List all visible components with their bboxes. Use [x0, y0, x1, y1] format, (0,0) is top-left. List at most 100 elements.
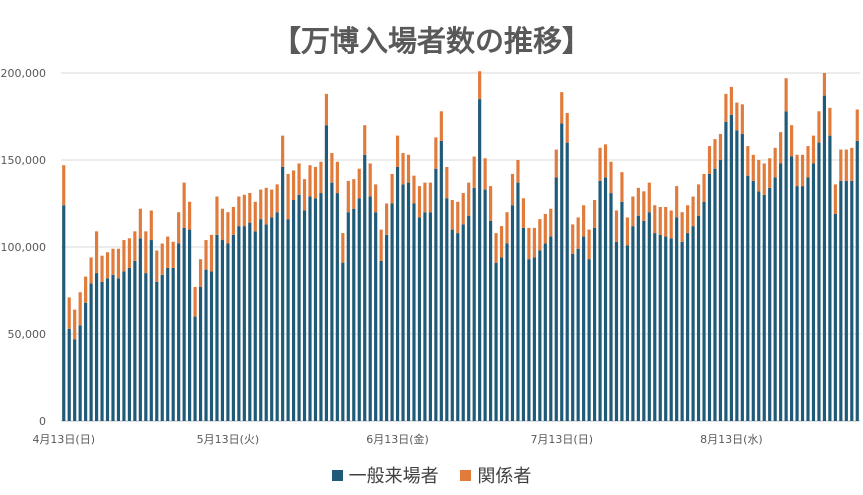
bar-general [784, 111, 788, 421]
bar-staff [822, 73, 827, 96]
bar-staff [696, 184, 701, 216]
bar-general [330, 182, 334, 421]
bar-staff [850, 147, 854, 181]
bar-general [100, 281, 104, 421]
bar-staff [735, 102, 739, 131]
bar-general [84, 302, 88, 421]
bar-general [489, 220, 493, 421]
bar-general [582, 236, 586, 421]
bar-general [576, 248, 580, 421]
bar-staff [571, 224, 575, 254]
bar-staff [784, 78, 788, 112]
bar-general [686, 233, 690, 421]
bar-staff [434, 137, 438, 169]
bar-staff [543, 213, 547, 244]
legend: 一般来場者 関係者 [0, 462, 863, 488]
bar-staff [248, 193, 252, 223]
bar-staff [800, 154, 805, 187]
bar-general [253, 231, 257, 421]
bar-general [133, 260, 137, 421]
bar-staff [521, 198, 526, 228]
bar-staff [724, 93, 728, 122]
bar-staff [844, 149, 848, 181]
x-tick-label: 6月13日(金) [366, 432, 429, 446]
bar-staff [242, 194, 246, 227]
bar-staff [352, 179, 356, 209]
bar-general [757, 191, 761, 421]
bar-staff [330, 153, 334, 183]
bar-general [516, 182, 520, 421]
bar-staff [795, 154, 799, 187]
bar-general [324, 125, 329, 421]
bar-general [658, 234, 662, 421]
bar-staff [138, 208, 142, 239]
bar-general [450, 229, 454, 421]
bar-staff [144, 231, 148, 274]
bar-general [445, 198, 449, 421]
bar-staff [160, 243, 164, 275]
bar-general [560, 123, 564, 422]
bar-general [193, 316, 197, 421]
bar-general [281, 166, 285, 421]
bar-staff [576, 217, 580, 249]
bar-staff [357, 168, 361, 199]
bar-general [532, 257, 536, 421]
bar-staff [505, 212, 509, 244]
bar-general [395, 166, 400, 421]
bar-staff [78, 292, 82, 326]
bar-general [510, 205, 515, 421]
bar-general [642, 220, 646, 421]
bar-general [472, 187, 476, 421]
bar-staff [855, 109, 859, 141]
bar-general [166, 267, 170, 421]
bar-general [461, 224, 465, 421]
bar-staff [445, 166, 449, 199]
bar-general [177, 243, 181, 421]
bar-staff [532, 227, 536, 258]
bar-staff [598, 147, 602, 181]
bar-staff [122, 240, 126, 272]
bar-general [122, 271, 126, 421]
bar-general [817, 142, 821, 421]
bar-staff [73, 309, 77, 340]
bar-general [313, 198, 318, 421]
legend-label-staff: 関係者 [477, 466, 532, 487]
y-tick-label: 150,000 [1, 154, 47, 167]
bar-general [746, 175, 750, 421]
bar-staff [790, 125, 794, 157]
bar-staff [817, 111, 821, 143]
bar-staff [166, 236, 170, 268]
bar-staff [833, 184, 837, 214]
bar-staff [286, 173, 290, 220]
bar-general [188, 229, 192, 421]
bar-staff [538, 219, 542, 251]
bar-general [302, 210, 307, 421]
x-tick-label: 4月13日(日) [32, 433, 95, 446]
bar-staff [675, 186, 679, 218]
bar-general [78, 325, 82, 421]
bar-staff [116, 248, 121, 279]
bar-staff [565, 113, 569, 143]
bar-staff [839, 149, 843, 181]
bar-staff [592, 200, 597, 228]
bar-general [779, 163, 783, 422]
bar-general [850, 180, 854, 421]
legend-item-staff: 関係者 [460, 462, 531, 488]
bar-general [762, 194, 766, 421]
bar-staff [105, 252, 110, 279]
bar-general [713, 168, 717, 421]
bar-general [363, 154, 367, 421]
bar-general [171, 267, 175, 421]
bar-staff [253, 201, 257, 232]
bar-staff [275, 184, 279, 213]
bar-general [335, 193, 339, 421]
gridlines [61, 72, 860, 422]
bar-staff [395, 135, 400, 167]
bar-general [620, 201, 624, 421]
bar-staff [647, 182, 651, 213]
bar-general [680, 241, 684, 421]
legend-item-general: 一般来場者 [331, 462, 439, 488]
bar-staff [259, 189, 263, 220]
bar-general [144, 273, 148, 421]
bar-general [702, 201, 706, 421]
